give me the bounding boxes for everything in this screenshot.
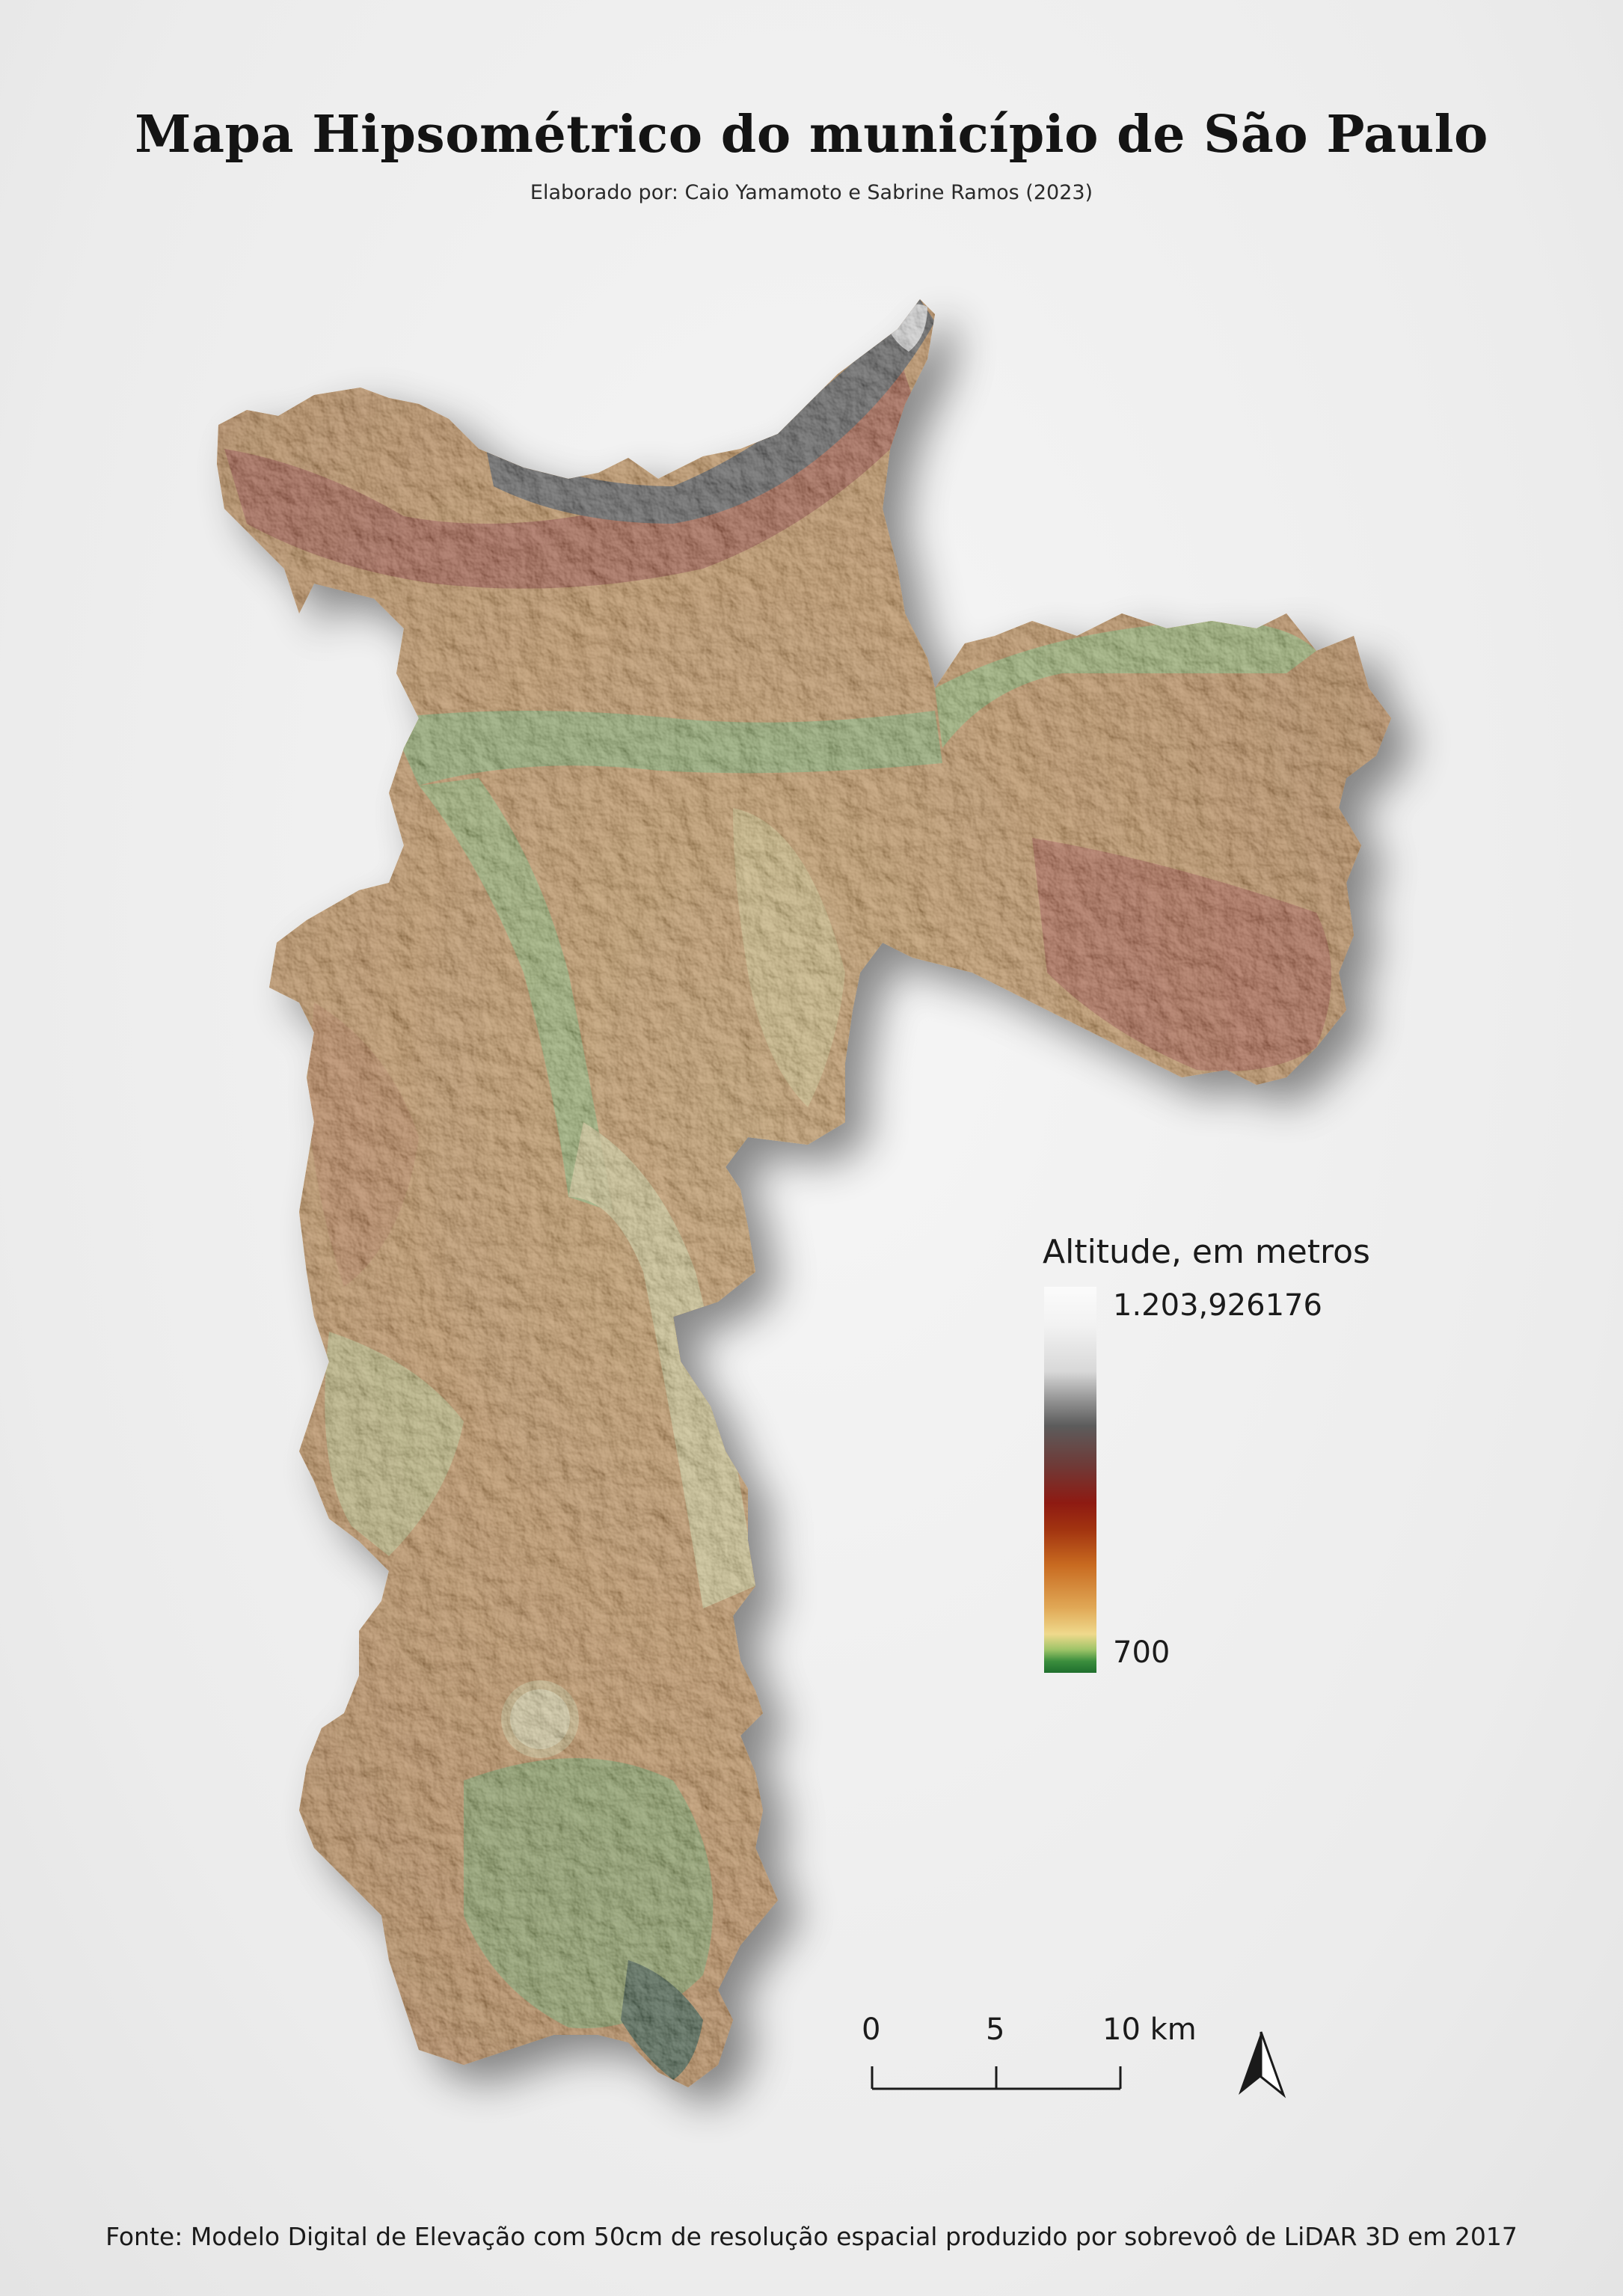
map-title: Mapa Hipsométrico do município de São Pa… [135,105,1488,165]
scale-bar [871,2066,1122,2090]
north-arrow-icon [1239,2031,1286,2098]
legend-title: Altitude, em metros [1043,1233,1370,1271]
legend-min-label: 700 [1113,1635,1171,1670]
legend-color-ramp [1044,1287,1096,1673]
source-footer: Fonte: Modelo Digital de Elevação com 50… [105,2222,1518,2251]
map-subtitle: Elaborado por: Caio Yamamoto e Sabrine R… [530,181,1093,204]
scale-label-5: 5 [986,2012,1005,2047]
scale-label-10km: 10 km [1102,2012,1197,2047]
legend-max-label: 1.203,926176 [1113,1288,1322,1323]
scale-label-0: 0 [862,2012,881,2047]
